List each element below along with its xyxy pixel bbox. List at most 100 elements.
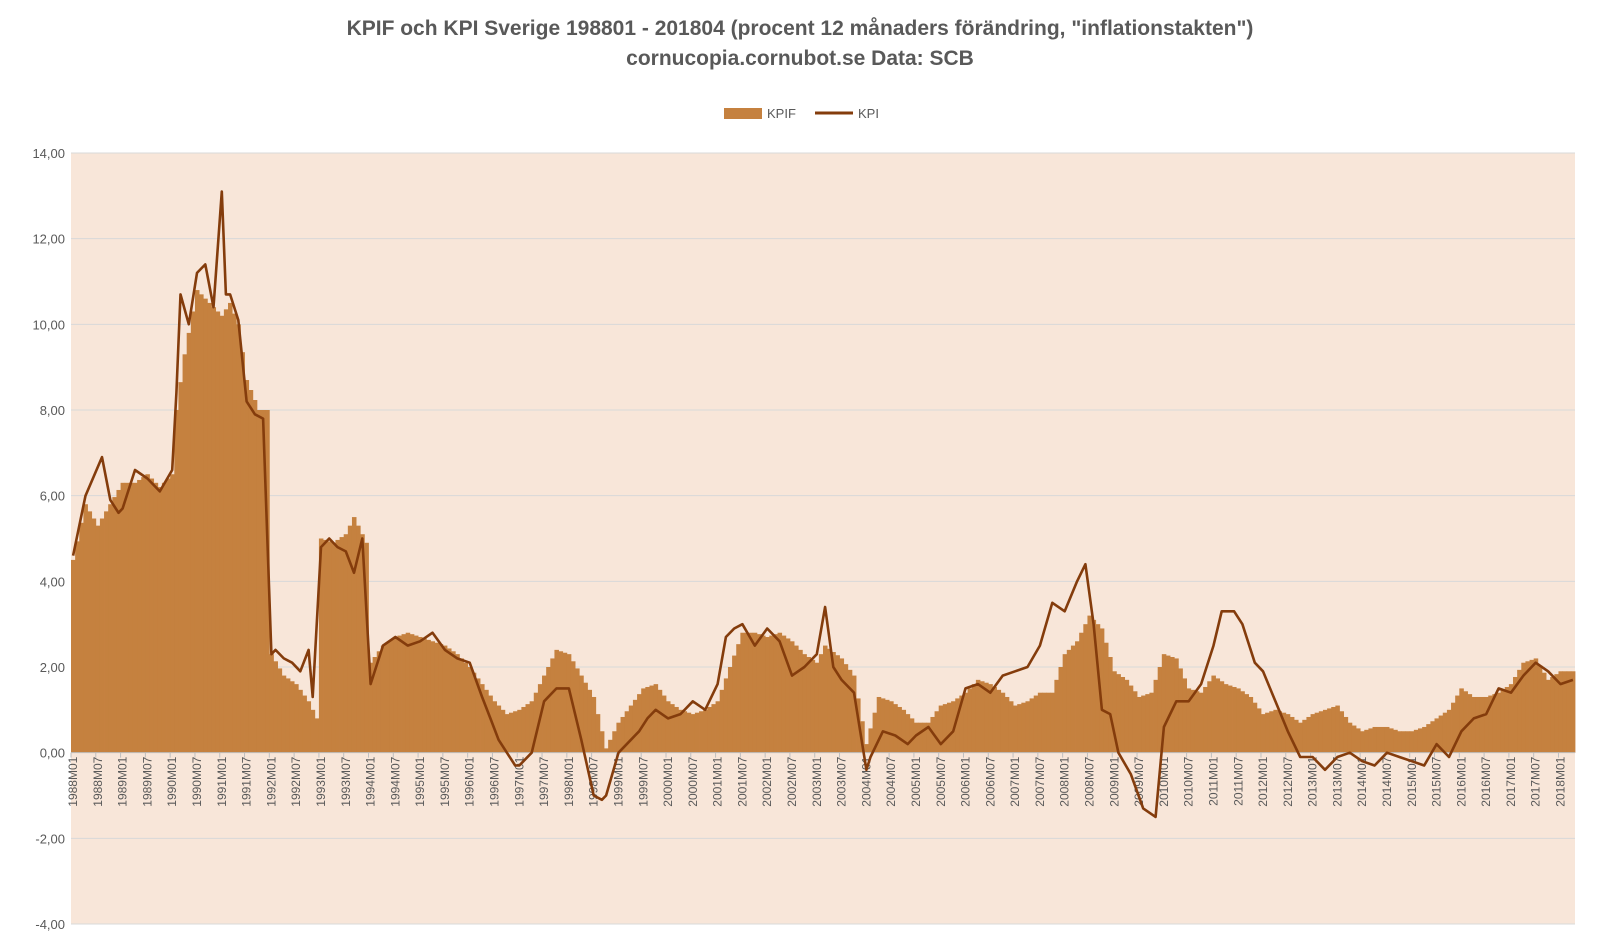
- kpif-bar: [1331, 706, 1336, 753]
- kpif-bar: [137, 479, 142, 753]
- x-tick-label: 1990M07: [190, 756, 204, 806]
- kpif-bar: [1513, 676, 1518, 753]
- x-tick-label: 1991M01: [215, 756, 229, 806]
- kpif-bar: [595, 714, 601, 753]
- kpif-bar: [624, 711, 630, 753]
- kpif-bar: [104, 511, 109, 753]
- kpif-bar: [393, 637, 398, 753]
- kpif-bar: [248, 390, 254, 753]
- kpif-bar: [971, 684, 977, 753]
- kpif-bar: [880, 698, 886, 753]
- kpif-bar: [649, 685, 654, 753]
- x-tick-label: 2005M01: [909, 756, 923, 806]
- kpif-bar: [265, 410, 270, 753]
- kpif-bar: [814, 662, 820, 753]
- kpif-bar: [876, 696, 882, 753]
- kpif-bar: [777, 632, 783, 753]
- kpif-bar: [289, 681, 295, 753]
- kpif-bar: [372, 657, 378, 753]
- kpif-bar: [1260, 714, 1266, 753]
- kpif-bar: [170, 474, 175, 753]
- x-tick-label: 1997M01: [512, 756, 526, 806]
- kpif-bar: [389, 639, 394, 753]
- kpif-bar: [1203, 686, 1208, 753]
- kpif-bar: [413, 635, 419, 753]
- kpif-bar: [682, 711, 688, 753]
- kpif-bar: [99, 518, 105, 753]
- y-tick-label: 14,00: [32, 146, 65, 161]
- kpif-bar: [583, 682, 588, 753]
- x-tick-label: 2004M01: [859, 756, 873, 806]
- kpif-bar: [823, 645, 828, 753]
- kpif-bar: [1087, 615, 1092, 753]
- kpif-bar: [1409, 731, 1415, 753]
- kpif-bar: [781, 635, 787, 753]
- x-tick-label: 2009M07: [1132, 756, 1146, 806]
- kpif-bar: [132, 482, 138, 753]
- kpif-bar: [744, 632, 750, 753]
- kpif-bar: [641, 688, 646, 753]
- kpif-bar: [1401, 731, 1406, 753]
- kpif-bar: [108, 504, 113, 753]
- x-tick-label: 2001M07: [735, 756, 749, 806]
- kpif-bar: [1099, 628, 1105, 753]
- legend-label-kpi: KPI: [858, 106, 879, 121]
- kpif-bar: [269, 654, 274, 753]
- kpif-bar: [604, 748, 609, 753]
- kpif-bar: [215, 311, 221, 753]
- kpif-bar: [1393, 729, 1398, 753]
- y-tick-label: 12,00: [32, 232, 65, 247]
- kpif-bar: [430, 641, 436, 753]
- kpif-bar: [690, 714, 696, 753]
- x-tick-label: 2012M01: [1256, 756, 1270, 806]
- x-tick-label: 2017M07: [1529, 756, 1543, 806]
- kpif-bar: [1525, 661, 1530, 753]
- kpif-bar: [186, 332, 192, 753]
- kpif-bar: [1508, 684, 1514, 753]
- kpif-bar: [740, 632, 745, 753]
- x-tick-label: 2010M07: [1182, 756, 1196, 806]
- kpif-bar: [946, 702, 952, 753]
- kpif-bar: [1244, 694, 1249, 753]
- kpif-bar: [546, 667, 551, 753]
- kpif-bar: [438, 644, 444, 753]
- kpif-bar: [79, 522, 84, 753]
- kpif-bar: [323, 539, 328, 753]
- kpif-bars: [71, 290, 1576, 753]
- kpif-bar: [525, 704, 531, 753]
- kpif-bar: [281, 675, 287, 753]
- kpif-bar: [294, 684, 299, 753]
- kpif-bar: [1083, 624, 1088, 753]
- kpif-bar: [1132, 691, 1138, 753]
- kpif-bar: [1157, 667, 1163, 753]
- kpi-line-group: [71, 190, 1574, 819]
- kpif-bar: [1335, 705, 1340, 753]
- gridlines: [71, 152, 1575, 925]
- kpif-bar: [893, 704, 898, 753]
- kpif-bar: [1037, 692, 1043, 753]
- x-tick-label: 2002M01: [760, 756, 774, 806]
- kpif-bar: [872, 712, 878, 753]
- kpif-bar: [1046, 692, 1051, 753]
- kpif-bar: [1451, 702, 1456, 753]
- kpif-bar: [1013, 705, 1018, 753]
- kpif-bar: [331, 542, 336, 753]
- x-tick-label: 1994M01: [364, 756, 378, 806]
- kpif-bar: [1455, 695, 1460, 753]
- kpif-bar: [1372, 726, 1378, 753]
- kpif-bar: [599, 731, 605, 753]
- kpif-bar: [1120, 676, 1126, 753]
- kpif-bar: [368, 662, 374, 753]
- kpif-bar: [484, 689, 489, 753]
- kpif-bar: [1269, 711, 1274, 753]
- kpif-bar: [1252, 702, 1258, 753]
- kpif-bar: [1062, 654, 1068, 753]
- kpif-bar: [508, 712, 514, 753]
- kpif-bar: [678, 709, 683, 753]
- kpif-bar: [1066, 649, 1072, 753]
- kpif-bar: [727, 667, 733, 753]
- kpif-bar: [128, 482, 134, 753]
- kpif-bar: [579, 675, 584, 753]
- kpif-bar: [166, 478, 171, 753]
- kpif-bar: [1327, 708, 1332, 753]
